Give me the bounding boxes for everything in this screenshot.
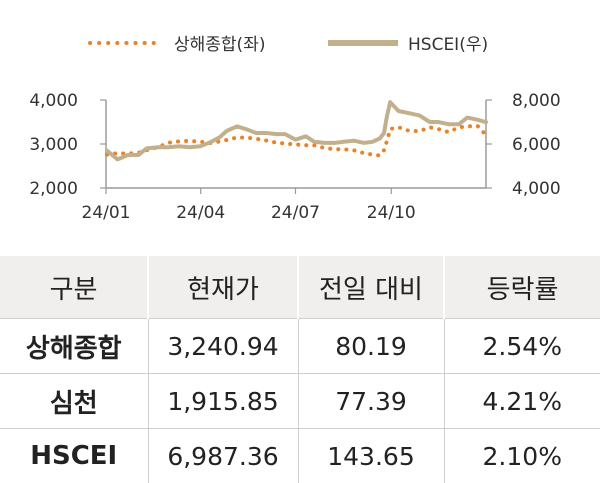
line-chart-svg: 2,000 3,000 4,000 4,000 6,000 8,000 24/01 24/04… <box>0 0 600 250</box>
legend-label-shanghai: 상해종합(좌) <box>174 35 265 55</box>
row-change: 80.19 <box>298 319 444 374</box>
row-rate: 2.10% <box>444 429 600 483</box>
header-change-rate: 등락률 <box>444 256 600 319</box>
row-price: 1,915.85 <box>148 374 298 429</box>
row-change: 77.39 <box>298 374 444 429</box>
y-left-tick-label: 4,000 <box>29 91 78 111</box>
header-category: 구분 <box>0 256 148 319</box>
table-header-row: 구분 현재가 전일 대비 등락률 <box>0 256 600 319</box>
x-tick-label: 24/07 <box>271 203 320 223</box>
y-left-tick-label: 2,000 <box>29 179 78 199</box>
legend-label-hscei: HSCEI(우) <box>408 35 488 55</box>
row-price: 3,240.94 <box>148 319 298 374</box>
row-name: 심천 <box>0 374 148 429</box>
row-rate: 2.54% <box>444 319 600 374</box>
row-price: 6,987.36 <box>148 429 298 483</box>
y-left-tick-label: 3,000 <box>29 135 78 155</box>
index-chart: 2,000 3,000 4,000 4,000 6,000 8,000 24/01 24/04… <box>0 0 600 250</box>
table-row: HSCEI 6,987.36 143.65 2.10% <box>0 429 600 483</box>
index-quote-table: 구분 현재가 전일 대비 등락률 상해종합 3,240.94 80.19 2.5… <box>0 256 600 483</box>
header-current-price: 현재가 <box>148 256 298 319</box>
row-name: HSCEI <box>0 429 148 483</box>
table-row: 심천 1,915.85 77.39 4.21% <box>0 374 600 429</box>
x-tick-label: 24/04 <box>176 203 225 223</box>
table-row: 상해종합 3,240.94 80.19 2.54% <box>0 319 600 374</box>
header-change: 전일 대비 <box>298 256 444 319</box>
y-right-tick-label: 4,000 <box>512 179 561 199</box>
row-change: 143.65 <box>298 429 444 483</box>
row-rate: 4.21% <box>444 374 600 429</box>
series-line-hscei <box>107 102 486 159</box>
y-right-tick-label: 8,000 <box>512 91 561 111</box>
x-tick-label: 24/10 <box>367 203 416 223</box>
y-right-tick-label: 6,000 <box>512 135 561 155</box>
x-tick-label: 24/01 <box>82 203 131 223</box>
row-name: 상해종합 <box>0 319 148 374</box>
